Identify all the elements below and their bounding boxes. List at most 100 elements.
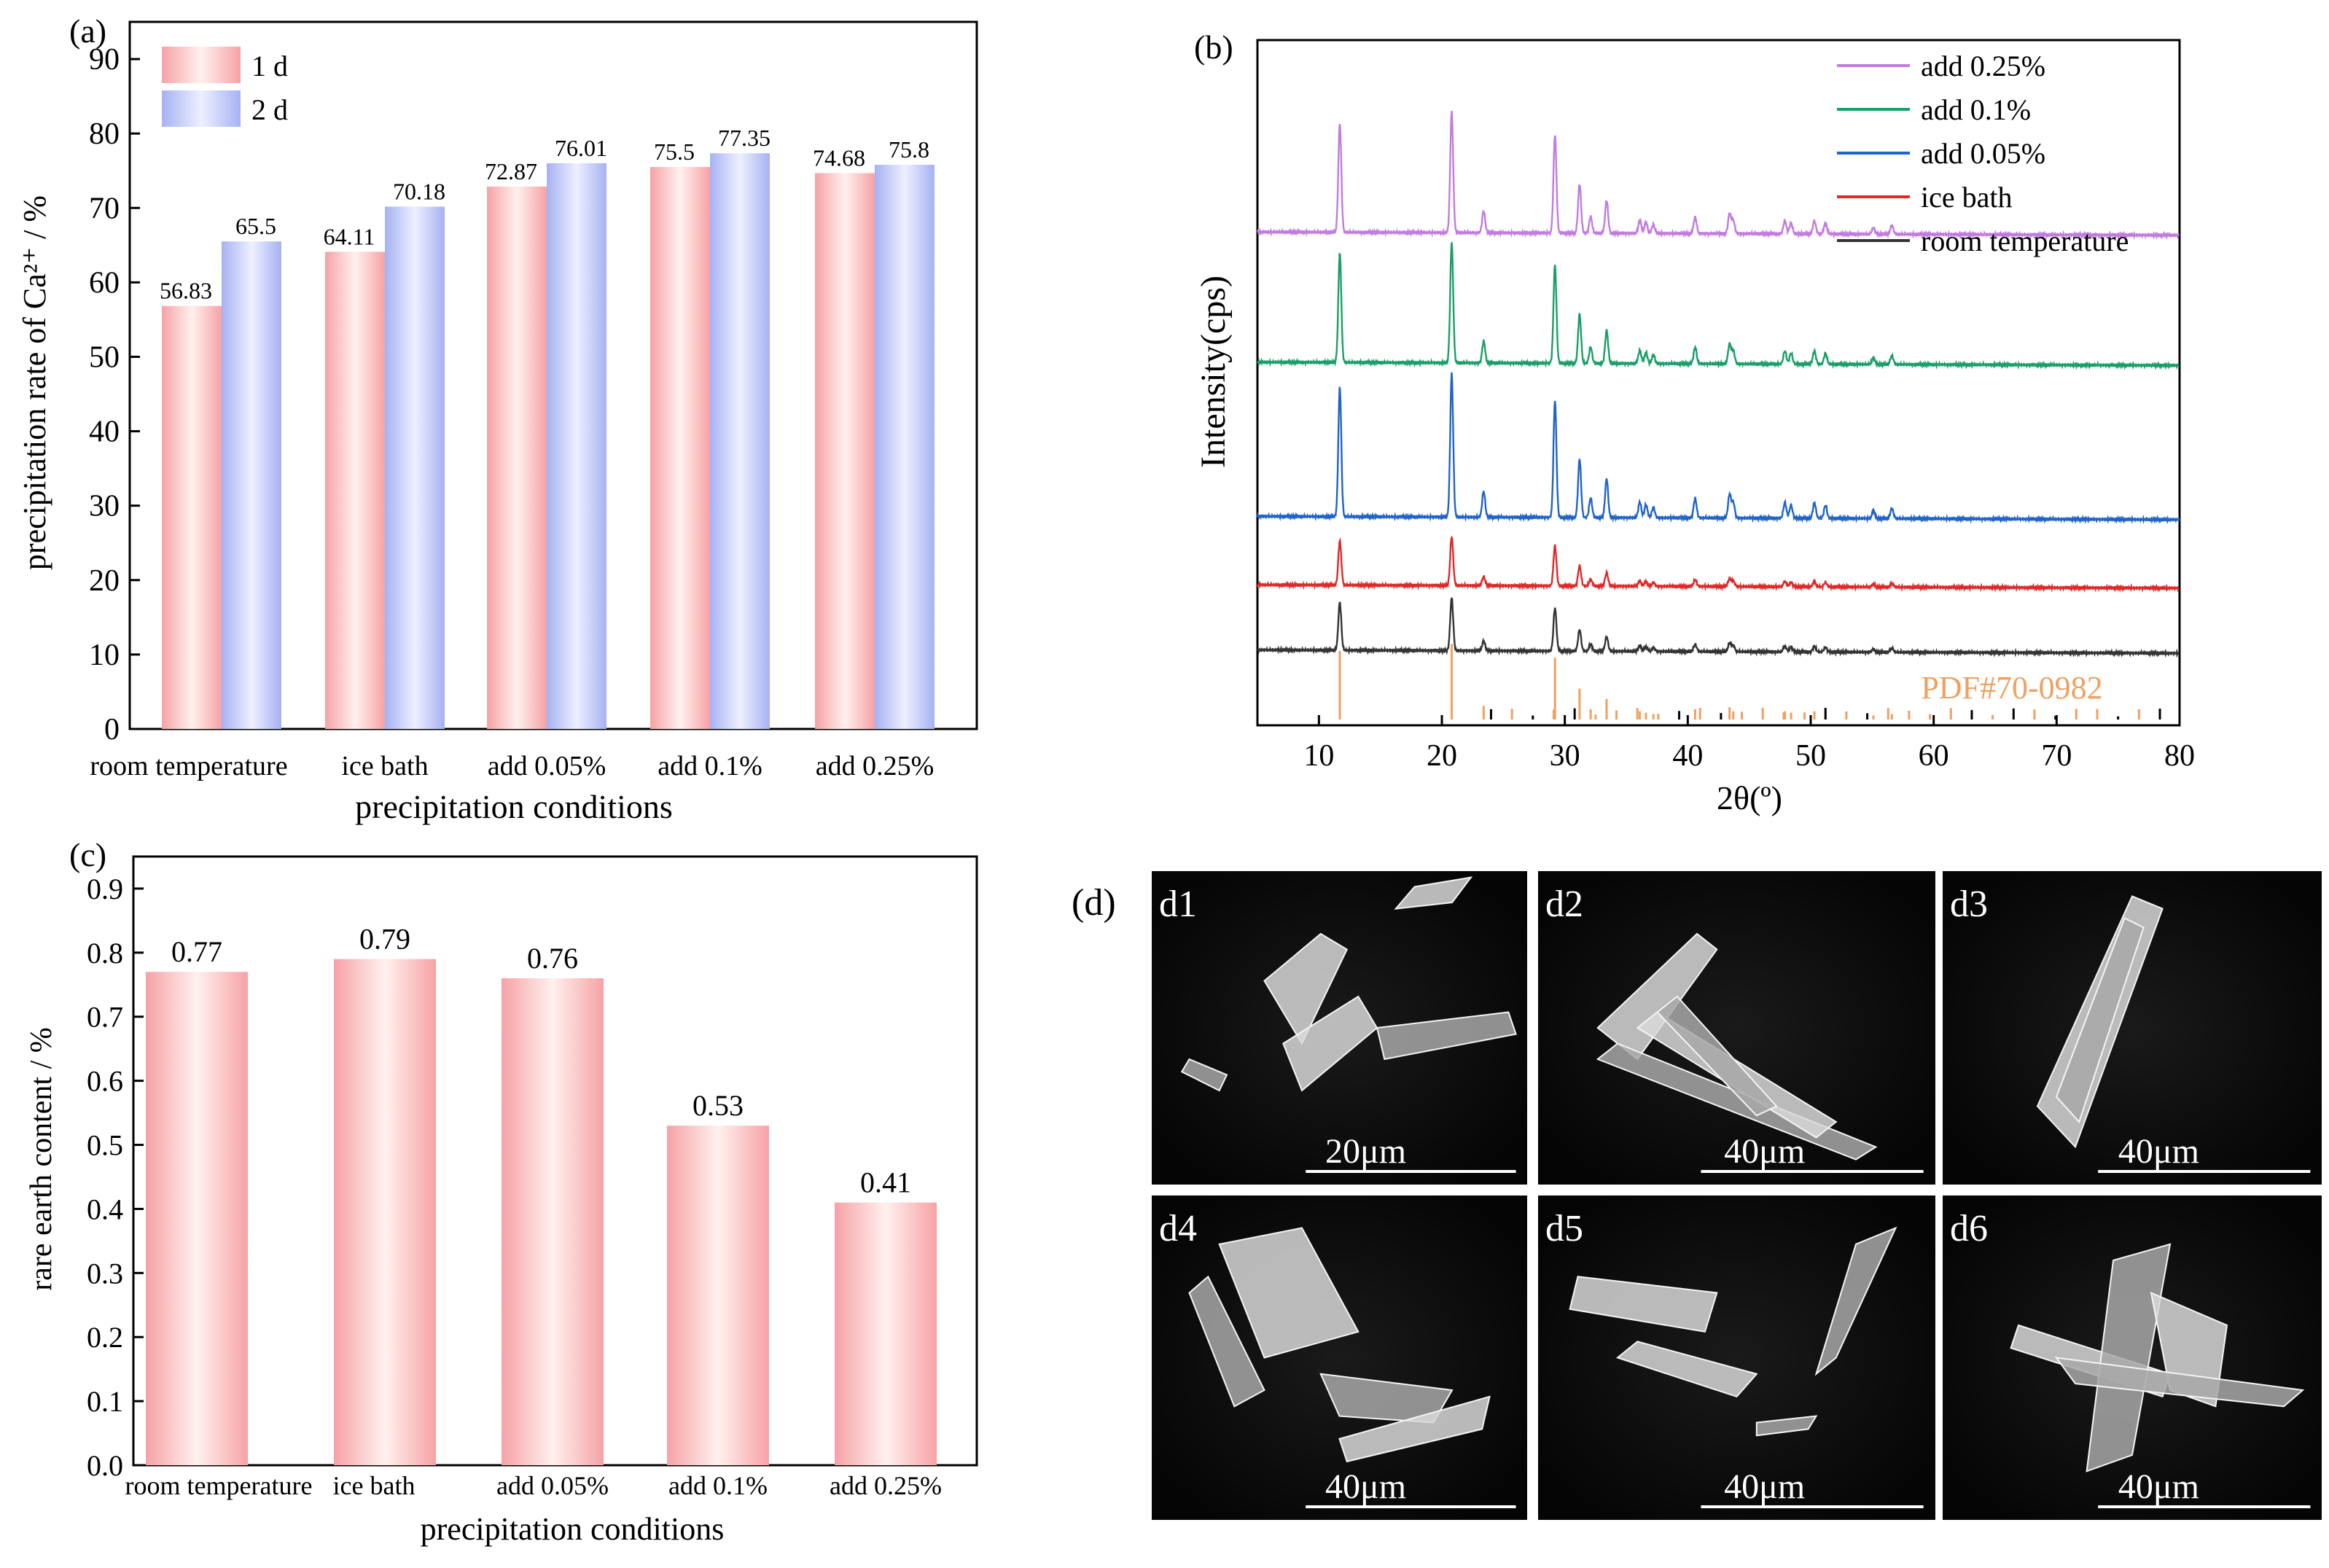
scale-bar-label: 20μm [1325, 1132, 1406, 1171]
bar-value-label: 74.68 [813, 144, 865, 171]
y-tick-label: 30 [89, 490, 120, 523]
sem-image-d3: d3 40μm [1943, 871, 2322, 1185]
x-tick-label: 10 [1303, 739, 1334, 773]
bar [667, 1126, 769, 1465]
xrd-pattern-add005 [1256, 372, 2180, 525]
crystal-shard [2086, 1243, 2172, 1473]
x-tick-label: add 0.25% [816, 751, 935, 781]
x-tick-label: 70 [2041, 739, 2072, 773]
sem-image-label: d5 [1545, 1208, 1583, 1249]
bar-1d [162, 305, 222, 729]
bar-1d [815, 173, 875, 729]
legend-label: add 0.05% [1921, 137, 2045, 170]
bar-value-label: 56.83 [160, 278, 212, 304]
x-tick-label: 60 [1919, 739, 1949, 773]
legend-label: room temperature [1921, 225, 2129, 257]
crystal-shard [1394, 876, 1473, 910]
panel-b: (b) Intensity(cps) 2θ(º) 10 20 30 40 50 60 70 8… [1194, 28, 2195, 816]
panel-b-ylabel: Intensity(cps) [1194, 276, 1233, 468]
y-tick-label: 20 [89, 564, 120, 598]
y-tick-label: 0.6 [87, 1065, 123, 1098]
crystal-shard [1188, 1275, 1265, 1408]
sem-image-label: d2 [1545, 884, 1583, 925]
sem-image-label: d6 [1950, 1208, 1988, 1249]
y-tick-label: 0.9 [87, 873, 123, 905]
y-tick-label: 80 [89, 117, 120, 151]
x-tick-label: add 0.05% [488, 751, 606, 781]
panel-c: (c) rare earth content / % precipitation… [25, 836, 978, 1547]
scale-bar-label: 40μm [1724, 1467, 1805, 1506]
panel-a: (a) precipitation rate of Ca²⁺ / % preci… [17, 12, 978, 825]
crystal-shard [2054, 1357, 2305, 1408]
panel-b-label: (b) [1194, 28, 1233, 66]
bar [334, 959, 436, 1465]
x-tick-label: 80 [2164, 739, 2195, 773]
bar [502, 978, 604, 1465]
reference-label: PDF#70-0982 [1921, 670, 2102, 706]
panel-d: (d) d1 20μm d2 40μm d3 40μm d4 40μm d5 40μm d6 40μm [1072, 871, 2322, 1520]
xrd-pattern-roomtemperature [1257, 597, 2180, 658]
panel-c-xlabel: precipitation conditions [421, 1511, 725, 1547]
crystal-shard [2055, 917, 2145, 1123]
bar-2d [710, 153, 770, 729]
bar [146, 972, 248, 1465]
plot-frame [1256, 39, 2181, 727]
x-tick-label: add 0.1% [658, 751, 762, 781]
bar-1d [487, 186, 547, 729]
bar-value-label: 0.77 [171, 935, 222, 968]
sem-image-d4: d4 40μm [1152, 1195, 1527, 1520]
panel-c-label: (c) [69, 836, 106, 873]
x-tick-label: add 0.25% [830, 1471, 942, 1500]
x-tick-label: room temperature [125, 1471, 313, 1500]
x-tick-label: 20 [1427, 739, 1457, 773]
sem-image-d1: d1 20μm [1152, 871, 1527, 1185]
bar-value-label: 0.76 [527, 942, 578, 975]
bar-1d [325, 251, 385, 729]
bar-value-label: 75.5 [654, 139, 695, 165]
bar-1d [650, 167, 710, 729]
sem-image-d5: d5 40μm [1538, 1195, 1935, 1520]
bar-value-label: 76.01 [555, 135, 607, 161]
bar-value-label: 70.18 [393, 178, 445, 204]
xrd-pattern-icebath [1256, 535, 2180, 593]
y-tick-label: 0.0 [87, 1449, 123, 1482]
crystal-shard [1755, 1415, 1818, 1437]
bar-value-label: 72.87 [485, 158, 537, 184]
panel-a-ylabel: precipitation rate of Ca²⁺ / % [17, 195, 52, 570]
panel-a-label: (a) [69, 12, 106, 50]
bar-value-label: 0.41 [860, 1166, 911, 1199]
x-tick-label: 30 [1550, 739, 1580, 773]
crystal-shard [1656, 995, 1778, 1117]
panel-c-ylabel: rare earth content / % [25, 1027, 58, 1290]
bar-value-label: 77.35 [718, 125, 771, 151]
y-tick-label: 60 [89, 266, 120, 300]
y-tick-label: 0.5 [87, 1129, 123, 1162]
y-tick-label: 0.7 [87, 1001, 123, 1034]
x-tick-label: 50 [1795, 739, 1826, 773]
crystal-shard [1615, 1341, 1758, 1398]
x-tick-label: 40 [1672, 739, 1703, 773]
xrd-pattern-add025 [1256, 111, 2180, 241]
bar-value-label: 64.11 [324, 223, 375, 249]
legend-swatch [162, 90, 241, 127]
legend-swatch [162, 47, 241, 83]
bar-2d [222, 241, 281, 729]
scale-bar-label: 40μm [2118, 1467, 2199, 1506]
panel-d-label: (d) [1072, 882, 1116, 924]
bar-value-label: 75.8 [889, 136, 929, 163]
sem-image-label: d1 [1159, 884, 1197, 925]
y-tick-label: 0.8 [87, 937, 123, 970]
xrd-pattern-add01 [1257, 242, 2180, 370]
y-tick-label: 0.1 [87, 1385, 123, 1418]
crystal-shard [1263, 932, 1349, 1045]
bar-value-label: 0.53 [693, 1089, 744, 1122]
y-tick-label: 10 [89, 639, 120, 672]
y-tick-label: 0.2 [87, 1321, 123, 1354]
crystal-shard [1338, 1395, 1491, 1463]
y-tick-label: 0 [104, 713, 120, 746]
x-tick-label: add 0.05% [496, 1471, 609, 1500]
bar-2d [875, 165, 935, 729]
scale-bar-label: 40μm [2118, 1132, 2199, 1171]
y-tick-label: 50 [89, 340, 120, 374]
